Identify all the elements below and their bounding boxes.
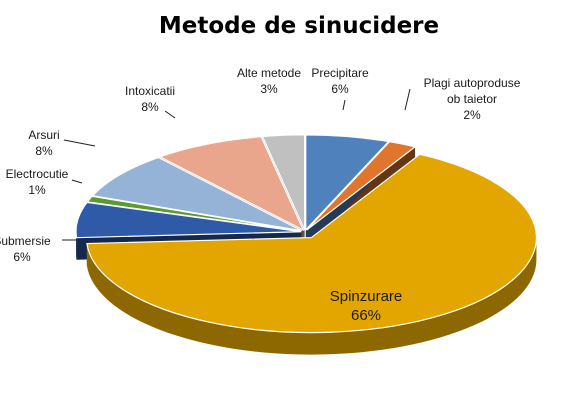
slice-label-4: Electrocutie 1% bbox=[6, 167, 69, 197]
slice-label-5: Arsuri 8% bbox=[28, 128, 59, 158]
slice-label-1: Plagi autoproduse ob taietor 2% bbox=[424, 76, 521, 122]
leader-line-4 bbox=[71, 179, 83, 184]
pie-slice-intoxicatii bbox=[158, 136, 305, 232]
slice-label-6: Intoxicatii 8% bbox=[125, 84, 175, 114]
pie-slice-plagi-autoproduse-ob-taietor bbox=[306, 141, 417, 231]
slice-label-2: Spinzurare 66% bbox=[330, 288, 403, 324]
pie-side-2 bbox=[86, 237, 537, 355]
slice-label-3: Submersie6% bbox=[0, 234, 51, 264]
slice-label-7: Alte metode 3% bbox=[237, 66, 301, 96]
leader-line-5 bbox=[63, 139, 96, 147]
pie-slice-electrocutie bbox=[86, 195, 302, 232]
pie-slice-spinzurare bbox=[86, 153, 537, 334]
leader-line-0 bbox=[342, 99, 346, 111]
pie-slice-alte-metode bbox=[261, 134, 306, 231]
slice-label-0: Precipitare 6% bbox=[311, 66, 369, 96]
leader-line-1 bbox=[404, 88, 411, 111]
pie-slice-precipitare bbox=[305, 134, 390, 232]
leader-line-6 bbox=[164, 110, 176, 119]
pie-tops bbox=[75, 134, 537, 334]
chart-title: Metode de sinucidere bbox=[159, 13, 439, 39]
pie-labels: Precipitare 6% Plagi autoproduse ob taietor… bbox=[0, 66, 521, 324]
pie-slice-arsuri bbox=[91, 156, 303, 232]
